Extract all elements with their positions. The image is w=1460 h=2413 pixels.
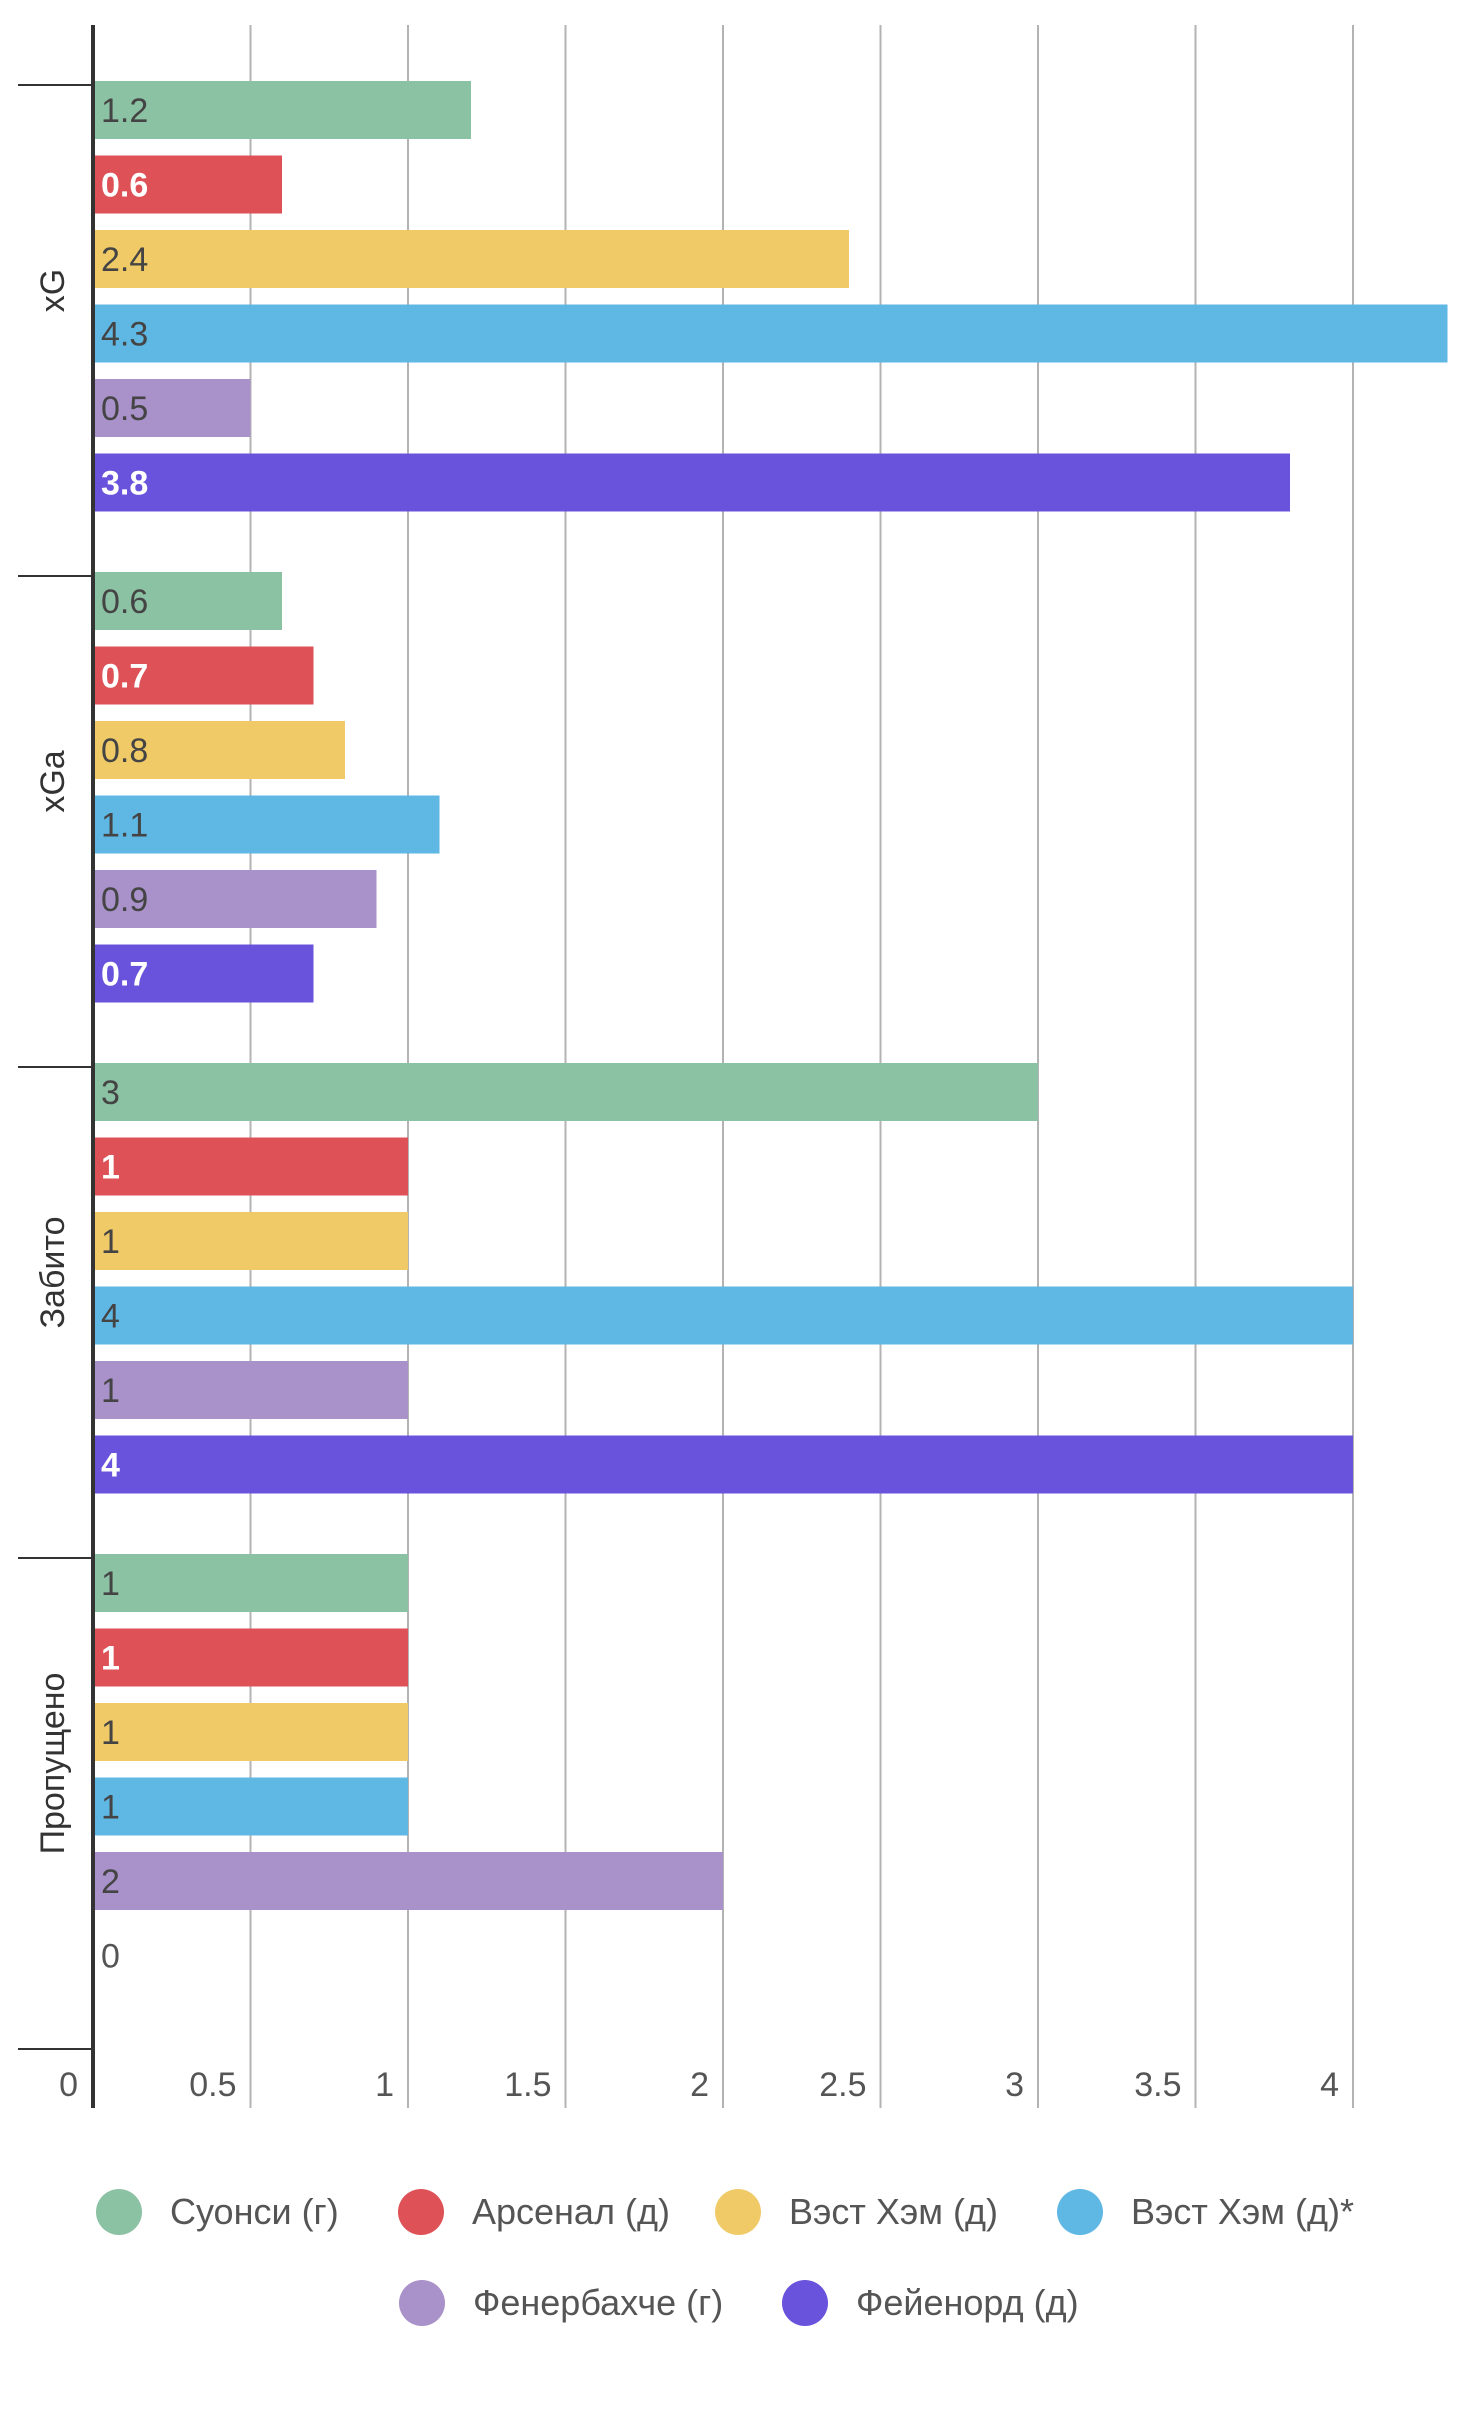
x-tick-label-7: 3.5 bbox=[1134, 2066, 1181, 2104]
bar-value-label-1-2: 0.8 bbox=[101, 732, 148, 770]
legend-label-2: Вэст Хэм (д) bbox=[789, 2191, 998, 2232]
bar-0-3 bbox=[93, 304, 1448, 363]
bar-0-5 bbox=[93, 453, 1290, 512]
legend-swatch-2 bbox=[715, 2189, 761, 2235]
legend-label-3: Вэст Хэм (д)* bbox=[1131, 2191, 1354, 2232]
bar-value-label-0-5: 3.8 bbox=[101, 465, 148, 503]
bar-value-label-1-5: 0.7 bbox=[101, 956, 148, 994]
x-tick-label-6: 3 bbox=[1005, 2066, 1024, 2104]
bar-value-label-2-5: 4 bbox=[101, 1447, 120, 1485]
bar-value-label-0-0: 1.2 bbox=[101, 92, 148, 130]
x-tick-label-3: 1.5 bbox=[504, 2066, 551, 2104]
bar-value-label-3-0: 1 bbox=[101, 1565, 120, 1603]
bar-3-3 bbox=[93, 1777, 408, 1836]
legend: Суонси (г) Арсенал (д) Вэст Хэм (д) Вэст Хэ… bbox=[96, 2189, 1354, 2326]
x-tick-label-0: 0 bbox=[59, 2066, 78, 2104]
bar-2-3 bbox=[93, 1286, 1353, 1345]
category-label-2: Забито bbox=[34, 1216, 72, 1328]
bar-value-label-3-1: 1 bbox=[101, 1640, 120, 1678]
bar-value-label-0-2: 2.4 bbox=[101, 241, 148, 279]
bar-value-label-2-3: 4 bbox=[101, 1298, 120, 1336]
axis-layer: 0 0.5 1 1.5 2 2.5 3 3.5 4 bbox=[18, 25, 1339, 2108]
bars-layer bbox=[93, 81, 1448, 1910]
legend-label-4: Фенербахче (г) bbox=[473, 2282, 723, 2323]
bar-0-2 bbox=[93, 230, 849, 288]
category-label-1: xGa bbox=[34, 750, 72, 812]
bar-1-1 bbox=[93, 646, 314, 705]
legend-swatch-0 bbox=[96, 2189, 142, 2235]
bar-value-label-3-5: 0 bbox=[101, 1938, 120, 1976]
legend-swatch-1 bbox=[398, 2189, 444, 2235]
bar-value-label-0-3: 4.3 bbox=[101, 316, 148, 354]
bar-value-label-0-1: 0.6 bbox=[101, 167, 148, 205]
legend-swatch-4 bbox=[399, 2280, 445, 2326]
bar-2-5 bbox=[93, 1435, 1353, 1494]
bar-value-label-2-2: 1 bbox=[101, 1223, 120, 1261]
bar-value-label-1-0: 0.6 bbox=[101, 583, 148, 621]
legend-swatch-5 bbox=[782, 2280, 828, 2326]
bar-value-label-1-4: 0.9 bbox=[101, 881, 148, 919]
bar-0-0 bbox=[93, 81, 471, 139]
bar-value-label-2-0: 3 bbox=[101, 1074, 120, 1112]
bar-2-0 bbox=[93, 1063, 1038, 1121]
bar-value-label-2-1: 1 bbox=[101, 1149, 120, 1187]
bar-value-label-3-4: 2 bbox=[101, 1863, 120, 1901]
bar-3-1 bbox=[93, 1628, 408, 1687]
bar-1-3 bbox=[93, 795, 440, 854]
legend-label-0: Суонси (г) bbox=[170, 2191, 339, 2232]
category-label-3: Пропущено bbox=[34, 1673, 72, 1855]
bar-1-5 bbox=[93, 944, 314, 1003]
x-tick-label-1: 0.5 bbox=[189, 2066, 236, 2104]
category-label-0: xG bbox=[34, 269, 72, 312]
bar-1-2 bbox=[93, 721, 345, 779]
x-tick-label-4: 2 bbox=[690, 2066, 709, 2104]
bar-3-2 bbox=[93, 1703, 408, 1761]
bar-value-label-1-3: 1.1 bbox=[101, 807, 148, 845]
labels-layer: 1.2 0.6 2.4 4.3 0.5 3.8 xG 0.6 0.7 0.8 1.1 0.9 0.7 xG… bbox=[34, 92, 148, 1976]
bar-3-4 bbox=[93, 1852, 723, 1910]
bar-0-4 bbox=[93, 379, 251, 437]
bar-2-2 bbox=[93, 1212, 408, 1270]
bar-value-label-1-1: 0.7 bbox=[101, 658, 148, 696]
bar-value-label-3-2: 1 bbox=[101, 1714, 120, 1752]
x-tick-label-5: 2.5 bbox=[819, 2066, 866, 2104]
bar-value-label-0-4: 0.5 bbox=[101, 390, 148, 428]
bar-value-label-3-3: 1 bbox=[101, 1789, 120, 1827]
x-tick-label-8: 4 bbox=[1320, 2066, 1339, 2104]
bar-1-0 bbox=[93, 572, 282, 630]
bar-1-4 bbox=[93, 870, 377, 928]
legend-label-1: Арсенал (д) bbox=[472, 2191, 670, 2232]
bar-value-label-2-4: 1 bbox=[101, 1372, 120, 1410]
bar-2-4 bbox=[93, 1361, 408, 1419]
bar-3-0 bbox=[93, 1554, 408, 1612]
legend-label-5: Фейенорд (д) bbox=[856, 2282, 1079, 2323]
x-tick-label-2: 1 bbox=[375, 2066, 394, 2104]
legend-swatch-3 bbox=[1057, 2189, 1103, 2235]
bar-2-1 bbox=[93, 1137, 408, 1196]
bar-0-1 bbox=[93, 155, 282, 214]
